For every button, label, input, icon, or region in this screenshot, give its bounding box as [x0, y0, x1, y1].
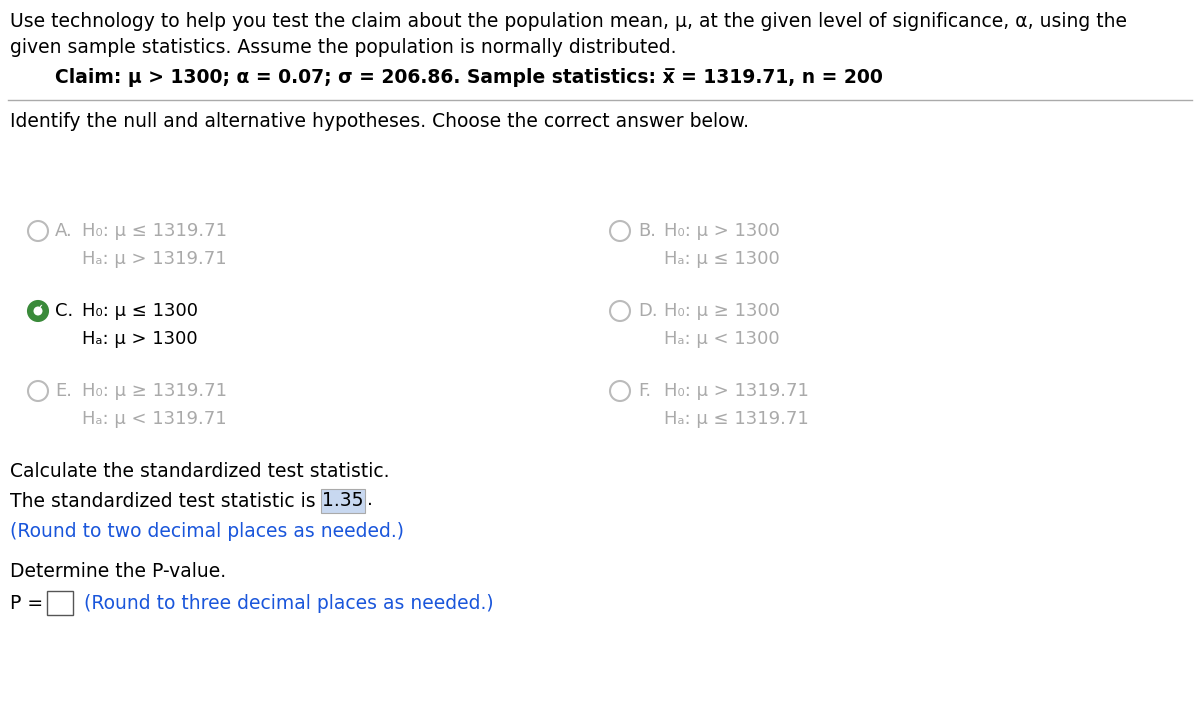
Text: Hₐ: μ > 1319.71: Hₐ: μ > 1319.71: [82, 250, 227, 268]
Text: ✓: ✓: [32, 304, 43, 317]
Text: Hₐ: μ < 1319.71: Hₐ: μ < 1319.71: [82, 410, 227, 428]
Text: E.: E.: [55, 382, 72, 400]
Text: H₀: μ > 1319.71: H₀: μ > 1319.71: [664, 382, 809, 400]
Text: Hₐ: μ ≤ 1319.71: Hₐ: μ ≤ 1319.71: [664, 410, 809, 428]
Text: D.: D.: [638, 302, 658, 320]
Circle shape: [34, 307, 42, 315]
Text: 1.35: 1.35: [323, 492, 364, 510]
Text: A.: A.: [55, 222, 73, 240]
FancyBboxPatch shape: [47, 591, 73, 615]
Text: Use technology to help you test the claim about the population mean, μ, at the g: Use technology to help you test the clai…: [10, 12, 1127, 31]
Text: H₀: μ > 1300: H₀: μ > 1300: [664, 222, 780, 240]
Text: H₀: μ ≤ 1300: H₀: μ ≤ 1300: [82, 302, 198, 320]
Text: (Round to three decimal places as needed.): (Round to three decimal places as needed…: [84, 594, 493, 613]
Text: H₀: μ ≥ 1300: H₀: μ ≥ 1300: [664, 302, 780, 320]
Text: The standardized test statistic is: The standardized test statistic is: [10, 492, 322, 511]
Text: Hₐ: μ ≤ 1300: Hₐ: μ ≤ 1300: [664, 250, 780, 268]
Text: C.: C.: [55, 302, 73, 320]
Text: P =: P =: [10, 594, 43, 613]
Text: Hₐ: μ > 1300: Hₐ: μ > 1300: [82, 330, 198, 348]
Circle shape: [28, 301, 48, 321]
Text: B.: B.: [638, 222, 656, 240]
Text: Identify the null and alternative hypotheses. Choose the correct answer below.: Identify the null and alternative hypoth…: [10, 112, 749, 131]
Text: Claim: μ > 1300; α = 0.07; σ = 206.86. Sample statistics: x̅ = 1319.71, n = 200: Claim: μ > 1300; α = 0.07; σ = 206.86. S…: [55, 68, 883, 87]
Text: .: .: [367, 490, 373, 509]
Text: given sample statistics. Assume the population is normally distributed.: given sample statistics. Assume the popu…: [10, 38, 677, 57]
Text: H₀: μ ≥ 1319.71: H₀: μ ≥ 1319.71: [82, 382, 227, 400]
Text: Hₐ: μ < 1300: Hₐ: μ < 1300: [664, 330, 780, 348]
Text: Calculate the standardized test statistic.: Calculate the standardized test statisti…: [10, 462, 390, 481]
Text: (Round to two decimal places as needed.): (Round to two decimal places as needed.): [10, 522, 404, 541]
Text: F.: F.: [638, 382, 652, 400]
Text: Determine the P-value.: Determine the P-value.: [10, 562, 226, 581]
FancyBboxPatch shape: [322, 489, 365, 513]
Text: H₀: μ ≤ 1319.71: H₀: μ ≤ 1319.71: [82, 222, 227, 240]
